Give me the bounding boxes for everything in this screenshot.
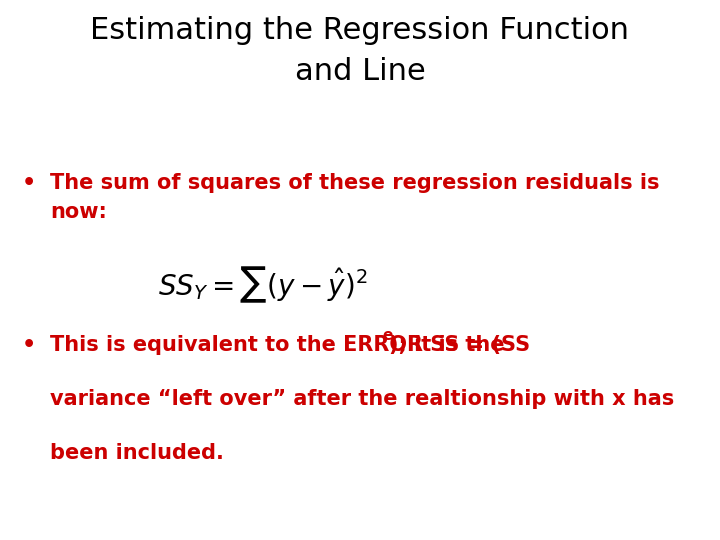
Text: •: • <box>22 335 36 355</box>
Text: e: e <box>382 328 393 343</box>
Text: Estimating the Regression Function
and Line: Estimating the Regression Function and L… <box>91 16 629 86</box>
Text: The sum of squares of these regression residuals is
now:: The sum of squares of these regression r… <box>50 173 660 222</box>
Text: ); it is the: ); it is the <box>389 335 505 355</box>
Text: variance “left over” after the realtionship with x has: variance “left over” after the realtions… <box>50 389 675 409</box>
Text: $\mathit{SS}_{\mathit{Y}} = \sum (\mathit{y} - \hat{\mathit{y}})^2$: $\mathit{SS}_{\mathit{Y}} = \sum (\mathi… <box>158 265 368 305</box>
Text: •: • <box>22 173 36 193</box>
Text: been included.: been included. <box>50 443 224 463</box>
Text: This is equivalent to the ERROR SS = (SS: This is equivalent to the ERROR SS = (SS <box>50 335 531 355</box>
